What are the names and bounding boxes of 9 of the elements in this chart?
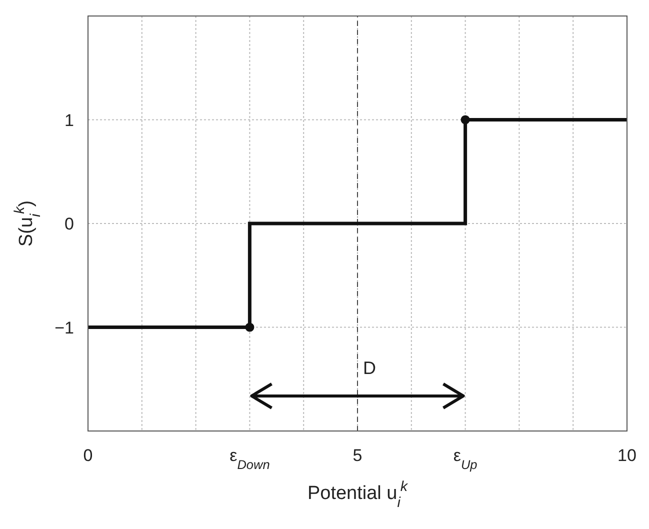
x-tick-label: 0 bbox=[83, 446, 93, 465]
y-tick-label: −1 bbox=[54, 318, 74, 338]
x-tick-label: 10 bbox=[618, 446, 636, 465]
x-tick-label: ε$_{Down}$ bbox=[230, 446, 270, 472]
x-tick-label: 5 bbox=[352, 446, 362, 465]
annotation: D bbox=[363, 358, 376, 378]
y-tick-label: 1 bbox=[64, 110, 74, 130]
x-tick-label: ε$_{Up}$ bbox=[453, 446, 478, 472]
y-tick-label: 0 bbox=[64, 214, 74, 234]
